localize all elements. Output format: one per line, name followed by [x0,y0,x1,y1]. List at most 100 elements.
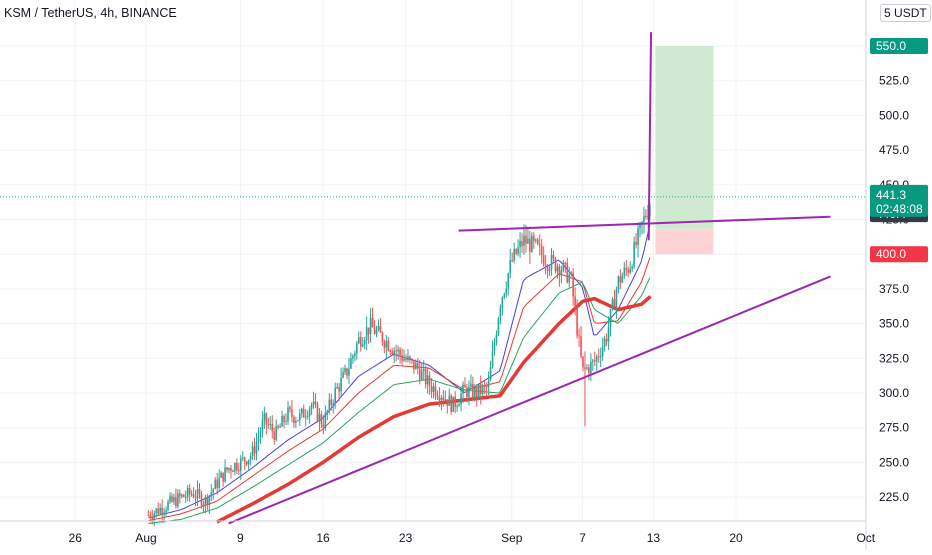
candle-body [263,413,266,421]
candle-body [281,416,283,427]
candle-body [426,375,429,385]
trendlines[interactable] [228,32,831,525]
candle-body [643,215,645,222]
candle-body [568,274,571,283]
candle-body [485,385,488,388]
candle-body [397,349,399,352]
candle-body [629,268,631,273]
candle-body [232,471,234,473]
symbol-title: KSM / TetherUS, 4h, BINANCE [4,6,177,20]
candle-body [517,247,519,254]
candle-body [481,385,484,395]
candle-body [540,245,543,256]
candle-body [220,472,222,478]
y-tick-label: 375.0 [879,282,909,296]
candle-body [318,414,321,422]
candle-body [348,368,350,376]
candle-body [352,355,354,359]
candle-body [507,273,510,289]
candle-body [576,307,578,336]
candle-body [179,493,181,497]
candle-body [249,456,252,460]
candle-body [204,497,207,505]
candle-body [529,238,531,252]
candle-body [279,426,281,428]
candle-body [550,254,553,270]
candle-body [613,299,616,308]
candle-body [637,228,639,246]
candle-body [395,350,397,352]
candle-body [298,413,301,421]
candle-body [228,467,230,471]
x-tick-label: 23 [399,531,413,545]
candle-body [470,383,472,387]
candle-body [289,407,291,410]
candle-body [407,356,409,361]
candle-body [153,513,156,520]
candle-body [513,248,515,261]
candle-body [586,367,588,369]
currency-selector[interactable]: 5 USDT [880,4,931,22]
candle-body [277,426,279,428]
candle-body [430,386,433,392]
candle-body [393,350,395,354]
y-tick-label: 525.0 [879,74,909,88]
candle-body [633,242,635,267]
candle-body [314,401,317,404]
candle-body [238,470,240,472]
candle-body [295,420,297,423]
x-tick-label: 26 [69,531,83,545]
candle-body [442,397,445,400]
candle-body [165,510,167,513]
candle-body [359,336,362,347]
candle-body [574,296,576,308]
candle-body [336,386,338,389]
candle-body [310,404,313,409]
y-tick-label: 500.0 [879,108,909,122]
x-tick-label: 7 [579,531,586,545]
candle-body [416,362,419,369]
candle-body [383,342,386,348]
candle-body [332,403,335,405]
candle-body [466,387,468,398]
candle-body [477,384,480,398]
candle-body [505,288,508,294]
candle-body [241,457,244,459]
candle-body [489,367,492,381]
candle-body [446,399,449,406]
candle-body [458,404,460,407]
candle-body [283,416,285,422]
candle-body [403,358,405,361]
candle-body [147,515,150,517]
candle-body [623,267,626,277]
candle-body [297,420,299,422]
candle-body [269,424,272,426]
candle-body [161,507,163,515]
candle-body [365,327,368,341]
target-price-label-background [870,38,928,54]
moving-average-line [148,224,651,519]
stop-zone [655,229,714,255]
candle-body [196,489,199,499]
candle-body [265,413,268,425]
candle-body [434,386,437,397]
candle-body [647,216,649,218]
candle-body [627,269,630,273]
candle-body [316,403,319,422]
x-tick-label: 13 [647,531,661,545]
candle-body [363,340,366,345]
candle-body [483,385,486,387]
y-tick-label: 300.0 [879,386,909,400]
candle-body [615,289,618,308]
candle-body [356,343,358,354]
candle-body [603,338,606,347]
candle-body [595,356,598,362]
candle-body [184,496,187,498]
trendline [228,275,831,525]
candle-body [519,240,521,248]
candle-body [468,386,470,398]
candle-body [487,380,490,388]
candle-body [173,497,175,502]
